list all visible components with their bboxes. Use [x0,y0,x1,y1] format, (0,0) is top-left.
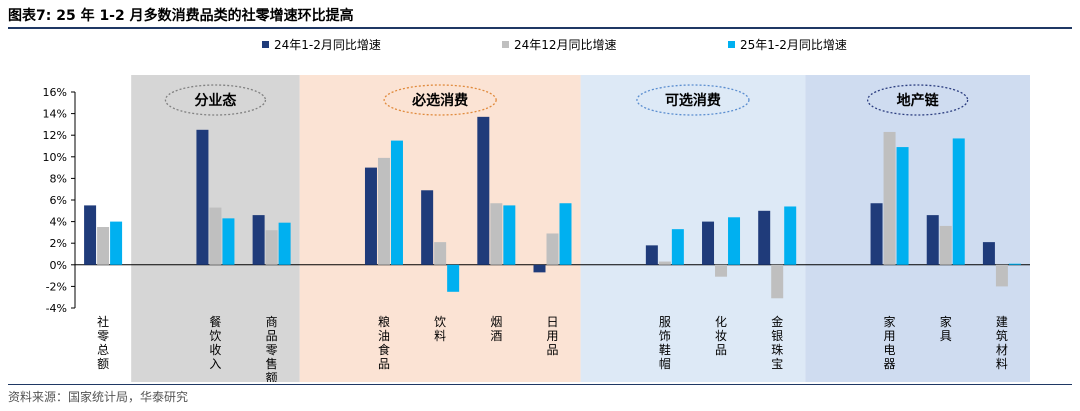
y-tick-label: 14% [43,108,67,121]
bar-s0-15 [926,215,939,265]
category-label: 化妆品 [715,315,727,357]
category-label: 餐饮收入 [209,314,221,371]
bar-s2-8 [559,203,572,265]
bar-s2-7 [503,205,516,265]
legend-label-0: 24年1-2月同比增速 [274,38,381,52]
legend-swatch-1 [502,41,509,48]
bar-s1-14 [883,131,896,265]
y-tick-label: 8% [50,172,67,185]
category-label: 日用品 [546,315,558,357]
chart-title: 图表7: 25 年 1-2 月多数消费品类的社零增速环比提高 [8,8,354,24]
bar-s0-3 [252,215,265,265]
bar-s1-8 [546,233,559,265]
bar-s0-14 [870,203,883,265]
bar-s0-2 [196,129,209,265]
legend-swatch-2 [728,41,735,48]
category-label: 粮油食品 [378,314,390,371]
bar-s1-3 [265,230,278,265]
bar-s0-12 [758,210,771,265]
group-ellipse-0 [164,84,267,116]
y-tick-label: -2% [46,280,67,293]
group-label-3: 地产链 [897,92,940,109]
category-label: 商品零售额 [266,314,278,382]
bar-s1-12 [771,264,784,299]
bar-s0-7 [477,116,490,265]
group-band-1 [299,75,581,382]
category-label: 建筑材料 [996,315,1008,371]
category-label: 烟酒 [490,315,502,343]
category-label: 家具 [940,314,952,343]
bar-s2-2 [222,218,235,265]
group-ellipse-2 [636,84,750,116]
bar-s2-3 [278,222,291,265]
y-tick-label: 12% [43,129,67,142]
group-label-2: 可选消费 [665,92,721,109]
category-label: 社零总额 [97,314,109,371]
bar-s2-15 [952,138,965,265]
group-label-0: 分业态 [194,92,236,109]
bar-s1-5 [377,157,390,265]
bar-s0-10 [645,245,658,265]
y-tick-label: 6% [50,194,67,207]
y-tick-label: -4% [46,302,67,315]
group-band-3 [805,75,1030,382]
bar-s0-0 [84,205,97,265]
group-ellipse-3 [866,84,969,116]
bar-s1-0 [97,227,110,265]
y-tick-label: 4% [50,216,67,229]
bar-s0-16 [982,242,995,265]
y-tick-label: 10% [43,151,67,164]
bar-s1-16 [995,264,1008,287]
category-label: 服饰鞋帽 [659,315,671,371]
y-tick-label: 2% [50,237,67,250]
category-label: 家用电器 [884,314,896,371]
source-rule [8,384,1072,385]
bar-s1-2 [209,207,222,265]
bar-s2-11 [728,217,741,265]
bar-s0-8 [533,264,546,273]
bar-s2-10 [671,229,684,265]
bar-s1-15 [939,225,952,265]
legend-label-2: 25年1-2月同比增速 [740,38,847,52]
category-label: 金银珠宝 [771,314,783,371]
category-label: 饮料 [434,315,446,343]
bar-s0-11 [702,221,715,265]
title-underline [8,27,1072,29]
bar-chart: 分业态 必选消费 可选消费 地产链 16% 14% 12% 10% 8% 6% 4% 2% 0% -2% -… [43,38,1030,382]
bar-s2-5 [390,140,403,265]
bar-s2-12 [784,206,797,265]
bar-s0-6 [421,190,434,265]
bar-s1-10 [658,261,671,265]
bar-s2-16 [1008,263,1021,265]
group-label-1: 必选消费 [411,92,468,109]
group-ellipse-1 [383,84,497,116]
bar-s0-5 [364,167,377,265]
legend-swatch-0 [262,41,269,48]
source-note: 资料来源：国家统计局，华泰研究 [8,390,189,404]
y-tick-label: 16% [43,86,67,99]
legend-label-1: 24年12月同比增速 [514,38,617,52]
bar-s2-6 [447,264,460,292]
bar-s1-7 [490,203,503,265]
bar-s2-14 [896,147,909,265]
y-tick-label: 0% [50,259,67,272]
bar-s1-11 [715,264,728,277]
bar-s1-6 [434,242,447,265]
bar-s2-0 [110,221,123,265]
